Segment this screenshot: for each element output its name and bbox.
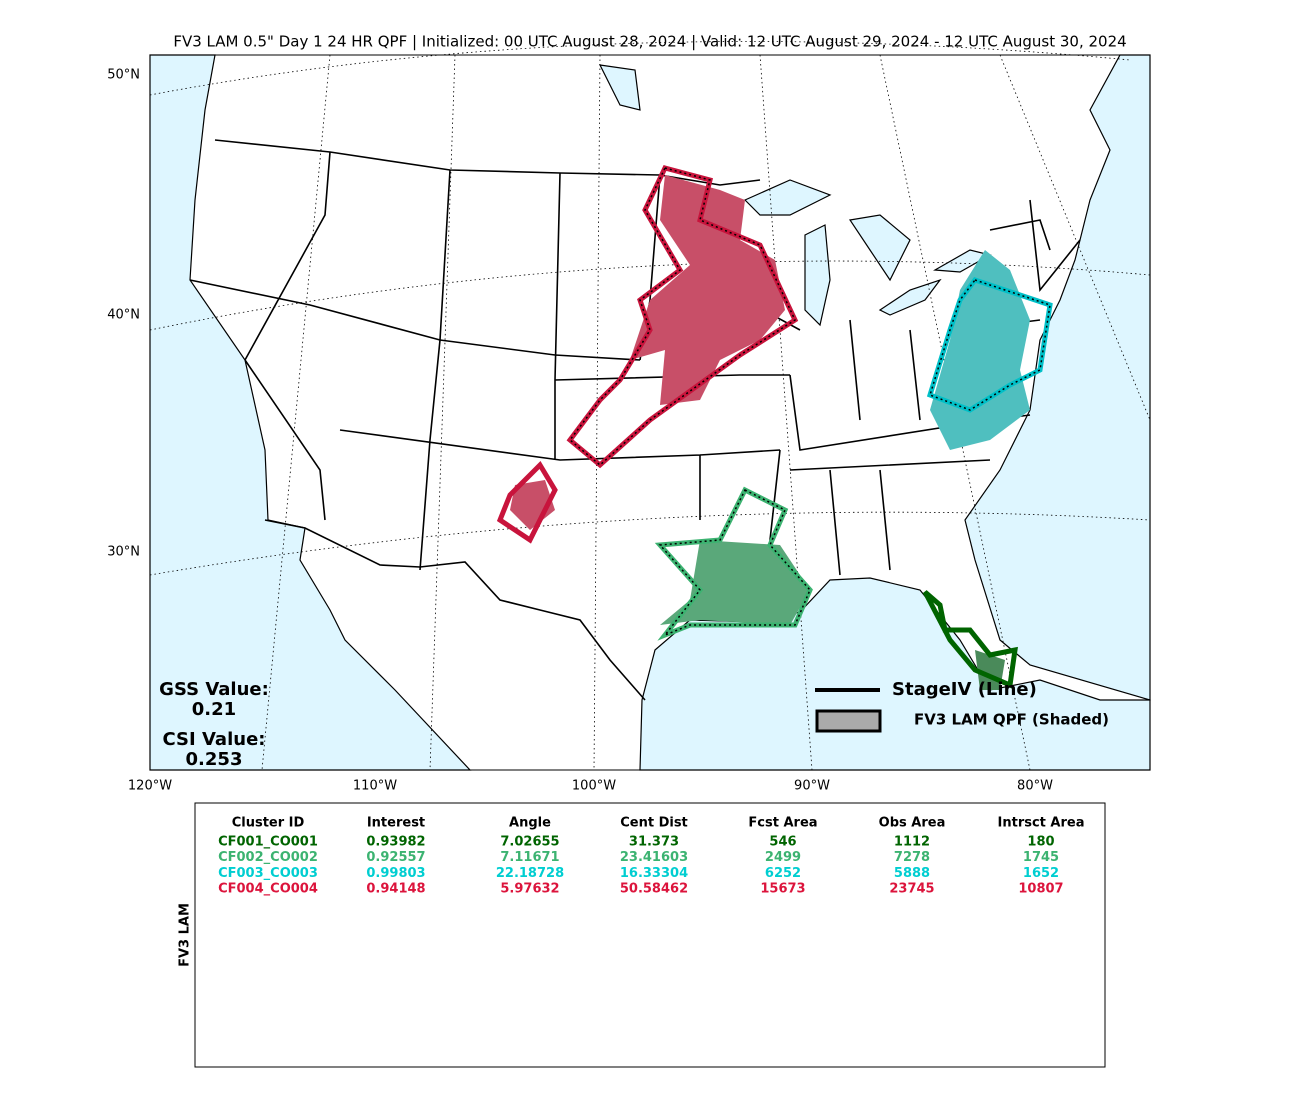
header-cell: Cluster ID — [232, 816, 305, 831]
table-cell: 0.99803 — [366, 866, 425, 881]
gss-label: GSS Value: — [159, 679, 269, 700]
legend-label: StageIV (Line) — [892, 679, 1037, 700]
lat-label: 40°N — [107, 308, 140, 323]
table-cell: 16.33304 — [620, 866, 688, 881]
header-cell: Obs Area — [879, 816, 946, 831]
cluster-crimson — [496, 165, 799, 544]
table-cell: 1112 — [894, 835, 930, 850]
table-cell: 2499 — [765, 850, 801, 865]
scores: GSS Value: 0.21 CSI Value: 0.253 — [159, 679, 269, 770]
table-cell: CF001_CO001 — [218, 835, 318, 850]
table-cell: 546 — [769, 835, 796, 850]
table-cell: 6252 — [765, 866, 801, 881]
table-cell: 50.58462 — [620, 882, 688, 897]
header-cell: Angle — [509, 816, 551, 831]
map-frame — [149, 54, 1151, 771]
table-cell: 0.94148 — [366, 882, 425, 897]
csi-label: CSI Value: — [163, 729, 266, 750]
cluster-turquoise — [926, 250, 1053, 450]
legend: StageIV (Line) FV3 LAM QPF (Shaded) — [815, 679, 1109, 733]
table-cell: 23.41603 — [620, 850, 688, 865]
table-frame — [194, 802, 1106, 1068]
lon-label: 120°W — [128, 779, 172, 794]
lon-label: 80°W — [1017, 779, 1053, 794]
lon-label: 90°W — [794, 779, 830, 794]
header-cell: Intrsct Area — [998, 816, 1085, 831]
table-cell: 10807 — [1018, 882, 1063, 897]
lon-label: 110°W — [353, 779, 397, 794]
table-cell: 1745 — [1023, 850, 1059, 865]
map: 50°N 40°N 30°N 120°W 110°W 100°W 90°W 80… — [107, 41, 1151, 794]
table-cell: 0.93982 — [366, 835, 425, 850]
lat-label: 30°N — [107, 545, 140, 560]
lon-label: 100°W — [572, 779, 616, 794]
side-label: FV3 LAM — [178, 903, 193, 967]
table-cell: 22.18728 — [496, 866, 564, 881]
lat-label: 50°N — [107, 68, 140, 83]
table-cell: CF003_CO003 — [218, 866, 318, 881]
table-cell: 7.02655 — [500, 835, 559, 850]
stats-table: FV3 LAM Cluster ID Interest Angle Cent Dist… — [178, 802, 1106, 1068]
table-cell: CF002_CO002 — [218, 850, 318, 865]
header-cell: Cent Dist — [620, 816, 688, 831]
great-lakes — [598, 64, 992, 327]
table-cell: 5.97632 — [500, 882, 559, 897]
table-cell: 15673 — [760, 882, 805, 897]
table-cell: 7278 — [894, 850, 930, 865]
table-cell: 31.373 — [629, 835, 679, 850]
table-cell: 5888 — [894, 866, 930, 881]
title: FV3 LAM 0.5" Day 1 24 HR QPF | Initializ… — [173, 33, 1126, 51]
csi-value: 0.253 — [186, 749, 243, 770]
header-cell: Fcst Area — [748, 816, 817, 831]
cluster-darkgreen — [922, 590, 1018, 690]
legend-label: FV3 LAM QPF (Shaded) — [914, 711, 1109, 729]
table-cell: 23745 — [889, 882, 934, 897]
table-cell: 1652 — [1023, 866, 1059, 881]
table-cell: 180 — [1027, 835, 1054, 850]
table-cell: CF004_CO004 — [218, 882, 318, 897]
legend-swatch — [815, 709, 882, 733]
header-cell: Interest — [367, 816, 425, 831]
cluster-seagreen — [654, 486, 813, 641]
table-cell: 0.92557 — [366, 850, 425, 865]
table-cell: 7.11671 — [500, 850, 559, 865]
gss-value: 0.21 — [192, 699, 236, 720]
